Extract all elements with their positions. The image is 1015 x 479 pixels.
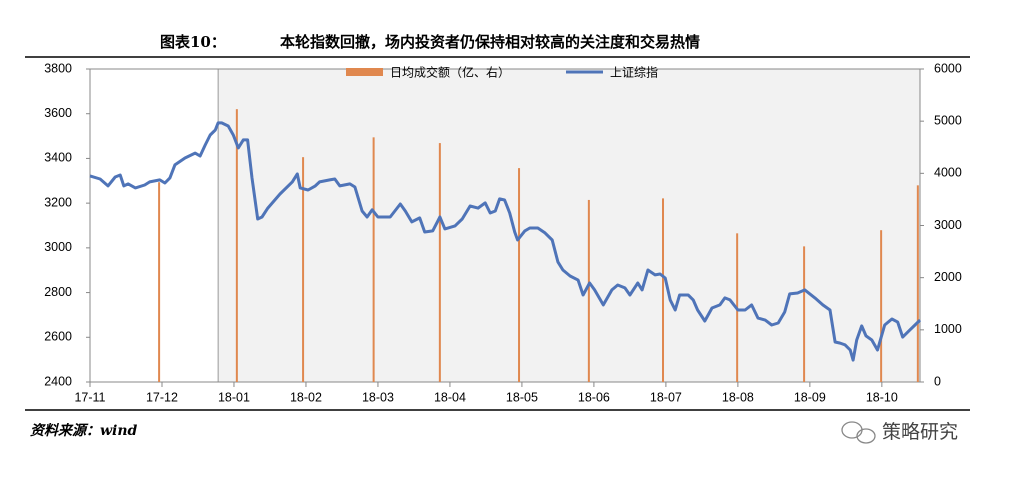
x-tick-label: 17-12 <box>146 390 178 404</box>
y-tick-label: 2600 <box>44 330 72 344</box>
legend-label: 上证综指 <box>610 65 658 80</box>
x-tick-label: 18-01 <box>218 390 250 404</box>
bar <box>438 143 441 382</box>
y2-tick-label: 3000 <box>934 218 962 232</box>
bar <box>372 137 375 382</box>
y-tick-label: 3800 <box>44 61 72 75</box>
legend-swatch <box>346 68 383 76</box>
bar <box>662 198 665 382</box>
x-tick-label: 18-07 <box>650 390 682 404</box>
watermark-icon <box>841 421 876 444</box>
y-tick-label: 2400 <box>44 374 72 388</box>
shaded-region <box>217 68 921 383</box>
bar <box>158 182 161 382</box>
bar <box>803 246 806 382</box>
y-tick-label: 3200 <box>44 195 72 209</box>
line <box>89 121 922 362</box>
x-tick-label: 18-04 <box>434 390 466 404</box>
x-tick-label: 18-09 <box>794 390 826 404</box>
y2-tick-label: 0 <box>934 374 941 388</box>
x-tick-label: 17-11 <box>74 390 105 404</box>
legend-label: 日均成交额（亿、右） <box>390 65 510 80</box>
figure-label: 图表10： <box>160 33 226 51</box>
bar <box>587 199 590 382</box>
bar <box>302 157 305 382</box>
watermark: 策略研究 <box>882 421 958 443</box>
y-tick-label: 3600 <box>44 106 72 120</box>
bar <box>916 185 919 382</box>
y2-tick-label: 1000 <box>934 322 962 336</box>
bar <box>880 230 883 382</box>
x-tick-label: 18-06 <box>578 390 610 404</box>
x-tick-label: 18-03 <box>362 390 394 404</box>
y2-tick-label: 6000 <box>934 61 962 75</box>
y2-tick-label: 2000 <box>934 270 962 284</box>
bar <box>518 168 521 382</box>
y-tick-label: 3000 <box>44 240 72 254</box>
y2-tick-label: 5000 <box>934 113 962 127</box>
source: 资料来源：wind <box>30 422 138 439</box>
chart-title: 本轮指数回撤，场内投资者仍保持相对较高的关注度和交易热情 <box>280 33 700 51</box>
x-tick-label: 18-02 <box>290 390 322 404</box>
y2-tick-label: 4000 <box>934 166 962 180</box>
x-tick-label: 18-05 <box>506 390 538 404</box>
y-tick-label: 3400 <box>44 151 72 165</box>
x-tick-label: 18-10 <box>866 390 898 404</box>
bar <box>235 109 238 382</box>
x-tick-label: 18-08 <box>722 390 754 404</box>
y-tick-label: 2800 <box>44 285 72 299</box>
